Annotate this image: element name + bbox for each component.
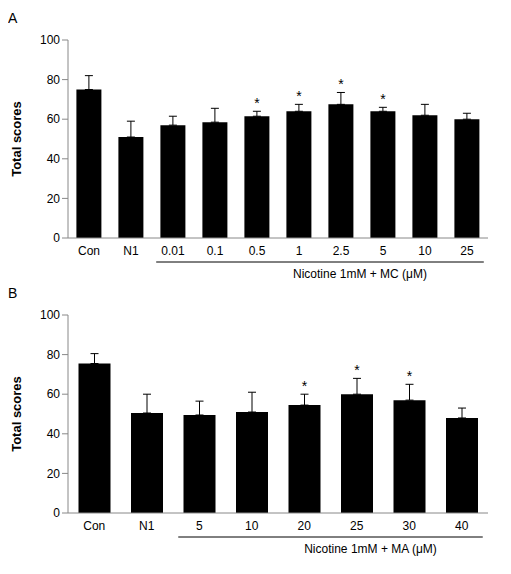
svg-text:80: 80 [47,348,61,362]
svg-text:0.01: 0.01 [161,244,185,258]
html-text:A: A [8,10,18,26]
svg-text:*: * [254,95,260,111]
svg-text:*: * [407,368,413,384]
svg-text:Total scores: Total scores [9,101,24,177]
svg-text:60: 60 [47,387,61,401]
svg-text:25: 25 [350,519,364,533]
svg-text:30: 30 [403,519,417,533]
svg-text:0.5: 0.5 [249,244,266,258]
svg-text:0: 0 [53,231,60,245]
svg-text:*: * [354,362,360,378]
svg-text:*: * [296,88,302,104]
svg-text:25: 25 [460,244,474,258]
svg-text:0: 0 [53,506,60,520]
svg-text:20: 20 [47,192,61,206]
svg-text:*: * [380,91,386,107]
svg-text:0.1: 0.1 [207,244,224,258]
svg-text:20: 20 [298,519,312,533]
svg-text:Con: Con [83,519,105,533]
svg-text:10: 10 [245,519,259,533]
svg-text:20: 20 [47,467,61,481]
svg-text:40: 40 [47,427,61,441]
svg-text:5: 5 [380,244,387,258]
svg-text:Nicotine 1mM + MC (μM): Nicotine 1mM + MC (μM) [293,267,427,281]
svg-text:60: 60 [47,112,61,126]
svg-text:40: 40 [455,519,469,533]
svg-text:80: 80 [47,73,61,87]
svg-text:5: 5 [196,519,203,533]
svg-text:1: 1 [296,244,303,258]
html-text:B: B [8,285,18,301]
svg-text:N1: N1 [139,519,155,533]
svg-text:2.5: 2.5 [333,244,350,258]
svg-text:40: 40 [47,152,61,166]
svg-text:Nicotine 1mM + MA (μM): Nicotine 1mM + MA (μM) [304,542,437,556]
svg-text:N1: N1 [123,244,139,258]
svg-text:100: 100 [40,33,60,47]
svg-text:100: 100 [40,308,60,322]
svg-text:*: * [338,76,344,92]
svg-text:*: * [302,378,308,394]
svg-text:10: 10 [418,244,432,258]
svg-text:Total scores: Total scores [9,376,24,452]
svg-text:Con: Con [78,244,100,258]
